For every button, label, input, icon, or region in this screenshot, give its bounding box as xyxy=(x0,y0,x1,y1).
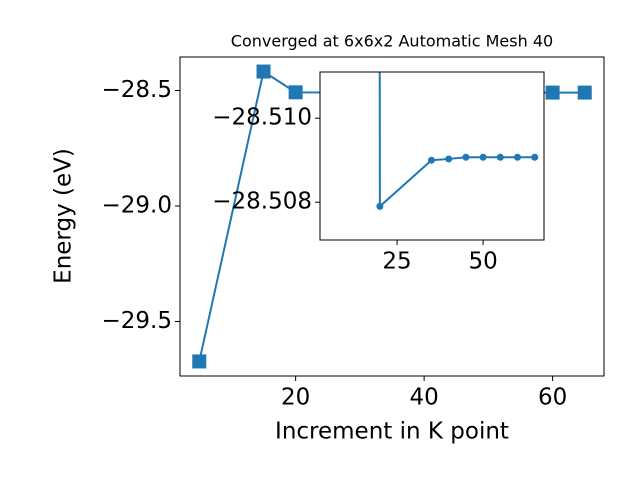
data-marker xyxy=(479,153,487,161)
data-marker xyxy=(514,153,522,161)
x-tick-label: 25 xyxy=(382,249,411,275)
y-tick-label: −28.508 xyxy=(212,189,312,215)
data-marker xyxy=(531,153,539,161)
data-marker xyxy=(445,155,453,163)
data-marker xyxy=(256,64,271,79)
x-tick-label: 40 xyxy=(409,385,438,411)
y-tick-label: −29.0 xyxy=(102,192,172,218)
x-tick-label: 20 xyxy=(281,385,310,411)
data-marker xyxy=(288,85,303,100)
data-marker xyxy=(462,153,470,161)
data-marker xyxy=(427,156,435,164)
data-marker xyxy=(545,85,560,100)
data-marker xyxy=(192,354,207,369)
data-marker xyxy=(496,153,504,161)
y-axis-label: Energy (eV) xyxy=(51,148,77,284)
y-tick-label: −28.5 xyxy=(102,77,172,103)
x-tick-label: 50 xyxy=(468,249,497,275)
x-axis-label: Increment in K point xyxy=(275,419,509,445)
data-marker xyxy=(577,85,592,100)
x-tick-label: 60 xyxy=(538,385,567,411)
y-tick-label: −28.510 xyxy=(212,105,312,131)
plot-area xyxy=(320,72,544,240)
data-marker xyxy=(376,202,384,210)
plot-content xyxy=(376,72,539,210)
chart-title: Converged at 6x6x2 Automatic Mesh 40 xyxy=(231,32,553,51)
y-tick-label: −29.5 xyxy=(102,308,172,334)
axes-frame xyxy=(179,56,605,377)
axes-frame xyxy=(319,71,545,241)
